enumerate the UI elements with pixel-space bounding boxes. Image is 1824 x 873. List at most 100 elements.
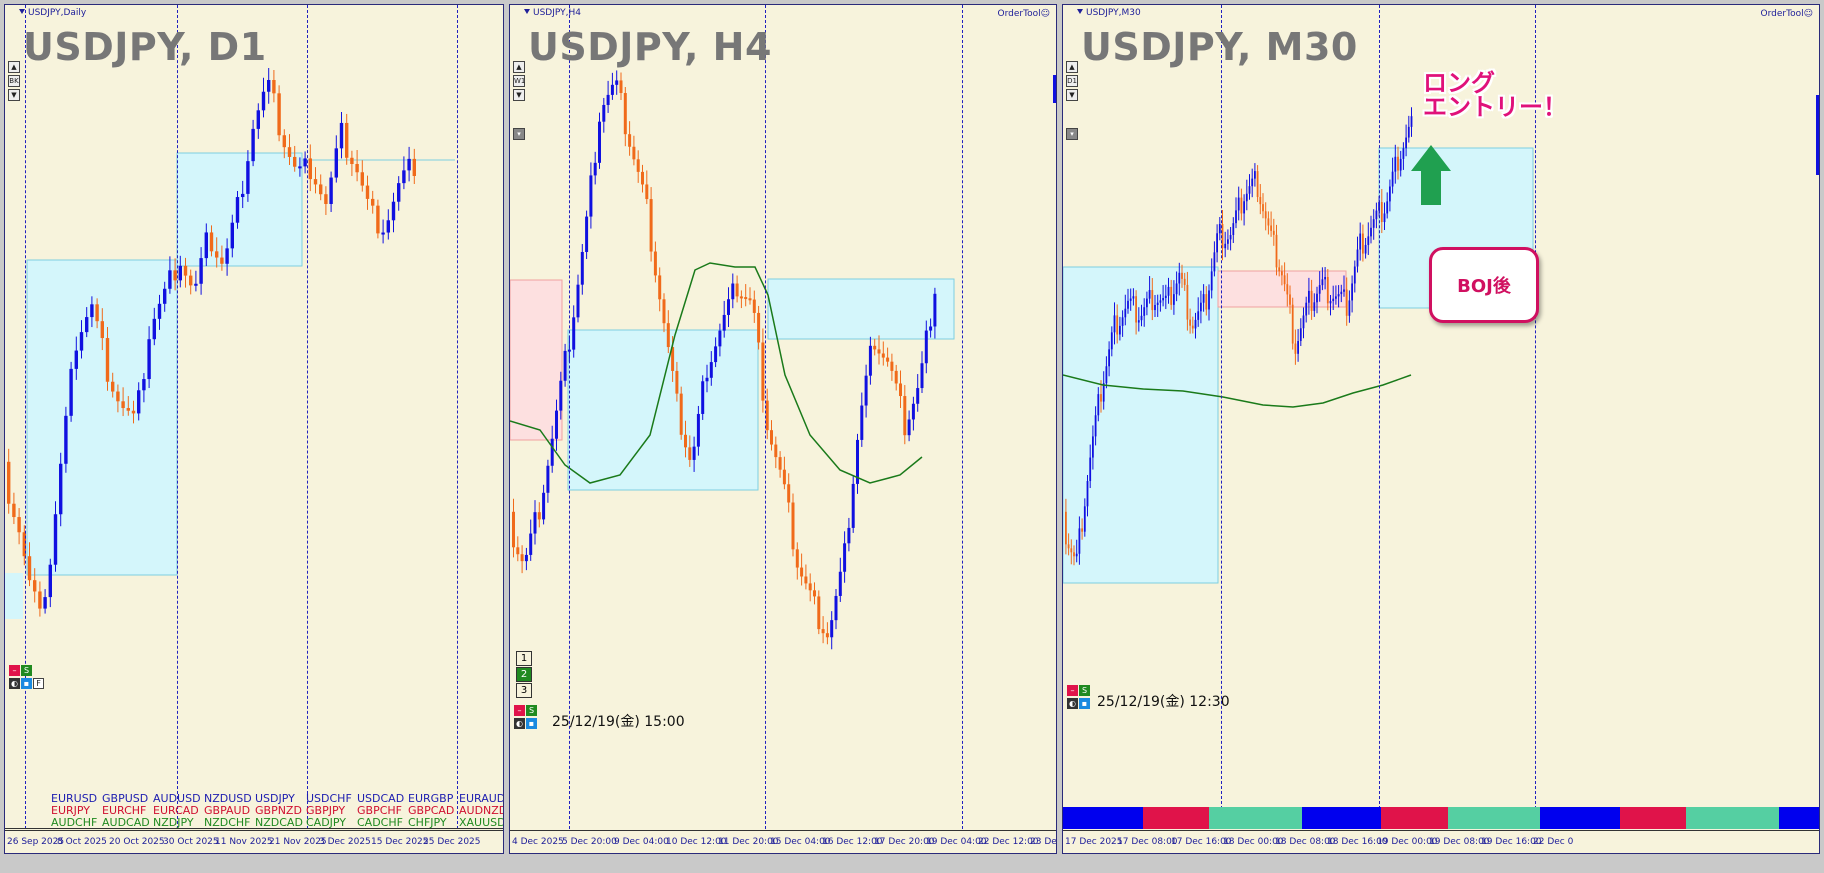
order-tool-label[interactable]: OrderTool☺	[997, 9, 1050, 19]
scroll-buttons: ▲ BK ▼	[8, 61, 20, 103]
f-button[interactable]: F	[33, 678, 44, 689]
dropdown-icon[interactable]	[19, 9, 25, 14]
candle	[407, 158, 411, 171]
candle	[43, 597, 47, 609]
chart-panel-d1[interactable]: USDJPY,Daily USDJPY, D1 ▲ BK ▼ – S ◐ ▪ F EU…	[4, 4, 504, 854]
timeframe-3[interactable]: 3	[516, 683, 532, 698]
symbol-link-gbpnzd[interactable]: GBPNZD	[255, 804, 302, 817]
chart-icon[interactable]: ▪	[526, 718, 537, 729]
symbol-link-gbpjpy[interactable]: GBPJPY	[306, 804, 346, 817]
candle	[589, 175, 593, 217]
period-button[interactable]: BK	[8, 75, 20, 87]
symbol-link-eurcad[interactable]: EURCAD	[153, 804, 199, 817]
symbol-link-euraud[interactable]: EURAUD	[459, 792, 504, 805]
x-tick-label: 25 Dec 2025	[423, 837, 481, 847]
scroll-down-button[interactable]: ▼	[1066, 89, 1078, 101]
candle	[1154, 304, 1156, 311]
symbol-link-nzdjpy[interactable]: NZDJPY	[153, 816, 194, 829]
x-tick-label: 19 Dec 00:00	[1377, 837, 1438, 847]
candle	[209, 232, 214, 252]
symbol-link-nzdchf[interactable]: NZDCHF	[204, 816, 251, 829]
symbol-link-xauusd[interactable]: XAUUSD	[459, 816, 504, 829]
x-tick-label: 22 Dec 12:00	[978, 837, 1039, 847]
candle	[157, 303, 162, 319]
mini-toolbar-2: ◐ ▪	[514, 718, 538, 737]
symbol-link-eurgbp[interactable]: EURGBP	[408, 792, 454, 805]
symbol-link-cadchf[interactable]: CADCHF	[357, 816, 403, 829]
candle	[550, 438, 554, 466]
candle	[100, 321, 104, 339]
candle	[1343, 289, 1345, 292]
session-segment	[1208, 807, 1302, 829]
scroll-up-button[interactable]: ▲	[513, 61, 525, 73]
crosshair-icon[interactable]: ◐	[514, 718, 525, 729]
scroll-down-button[interactable]: ▼	[513, 89, 525, 101]
symbol-link-nzdusd[interactable]: NZDUSD	[204, 792, 252, 805]
dropdown-icon[interactable]	[1077, 9, 1083, 14]
symbol-link-audusd[interactable]: AUDUSD	[153, 792, 201, 805]
candle	[1216, 233, 1218, 253]
candle	[142, 379, 146, 391]
dropdown-icon[interactable]	[524, 9, 530, 14]
symbol-link-usdchf[interactable]: USDCHF	[306, 792, 352, 805]
candle	[1332, 298, 1335, 302]
candle	[1335, 296, 1337, 299]
candle	[731, 283, 735, 300]
lock-icon[interactable]: ▾	[513, 128, 525, 140]
period-button[interactable]: W1	[513, 75, 526, 87]
timeframe-1[interactable]: 1	[516, 651, 532, 666]
timeframe-2[interactable]: 2	[516, 667, 532, 682]
symbol-link-gbpchf[interactable]: GBPCHF	[357, 804, 402, 817]
candle	[886, 357, 890, 362]
scroll-up-button[interactable]: ▲	[1066, 61, 1078, 73]
symbol-link-audcad[interactable]: AUDCAD	[102, 816, 150, 829]
minimize-button[interactable]: –	[9, 665, 20, 676]
symbol-link-audnzd[interactable]: AUDNZD	[459, 804, 504, 817]
crosshair-icon[interactable]: ◐	[1067, 698, 1078, 709]
s-button[interactable]: S	[1079, 685, 1090, 696]
symbol-link-eurjpy[interactable]: EURJPY	[51, 804, 90, 817]
chart-icon[interactable]: ▪	[1079, 698, 1090, 709]
candle	[1248, 186, 1251, 194]
candle	[808, 583, 812, 591]
symbol-link-gbpusd[interactable]: GBPUSD	[102, 792, 149, 805]
lock-icon[interactable]: ▾	[1066, 128, 1078, 140]
crosshair-icon[interactable]: ◐	[9, 678, 20, 689]
candle	[593, 162, 597, 176]
candle	[636, 159, 640, 172]
period-button[interactable]: D1	[1066, 75, 1078, 87]
symbol-link-usdcad[interactable]: USDCAD	[357, 792, 405, 805]
candle	[1275, 234, 1278, 268]
candle	[873, 345, 877, 350]
scroll-up-button[interactable]: ▲	[8, 61, 20, 73]
scroll-down-button[interactable]: ▼	[8, 89, 20, 101]
candle	[1351, 283, 1353, 301]
symbol-link-eurusd[interactable]: EURUSD	[51, 792, 98, 805]
minimize-button[interactable]: –	[1067, 685, 1078, 696]
candle	[199, 258, 203, 284]
s-button[interactable]: S	[21, 665, 32, 676]
candle	[1110, 332, 1113, 350]
candle	[735, 283, 739, 297]
symbol-link-cadjpy[interactable]: CADJPY	[306, 816, 347, 829]
candle	[64, 415, 68, 464]
candle	[391, 201, 396, 221]
symbol-link-gbpcad[interactable]: GBPCAD	[408, 804, 455, 817]
candle	[520, 554, 524, 562]
order-tool-label[interactable]: OrderTool☺	[1760, 9, 1813, 19]
symbol-link-audchf[interactable]: AUDCHF	[51, 816, 98, 829]
minimize-button[interactable]: –	[514, 705, 525, 716]
symbol-link-eurchf[interactable]: EURCHF	[102, 804, 147, 817]
s-button[interactable]: S	[526, 705, 537, 716]
chart-icon[interactable]: ▪	[21, 678, 32, 689]
symbol-link-gbpaud[interactable]: GBPAUD	[204, 804, 251, 817]
candle	[1229, 235, 1232, 240]
symbol-link-nzdcad[interactable]: NZDCAD	[255, 816, 303, 829]
candle	[1156, 302, 1159, 305]
chart-panel-m30[interactable]: USDJPY,M30 OrderTool☺ USDJPY, M30 ▲ D1 ▼…	[1062, 4, 1820, 854]
chart-panel-h4[interactable]: USDJPY,H4 OrderTool☺ USDJPY, H4 ▲ W1 ▼ ▾…	[509, 4, 1057, 854]
candle	[267, 79, 271, 92]
symbol-link-chfjpy[interactable]: CHFJPY	[408, 816, 447, 829]
x-tick-label: 10 Dec 12:00	[666, 837, 727, 847]
symbol-link-usdjpy[interactable]: USDJPY	[255, 792, 295, 805]
